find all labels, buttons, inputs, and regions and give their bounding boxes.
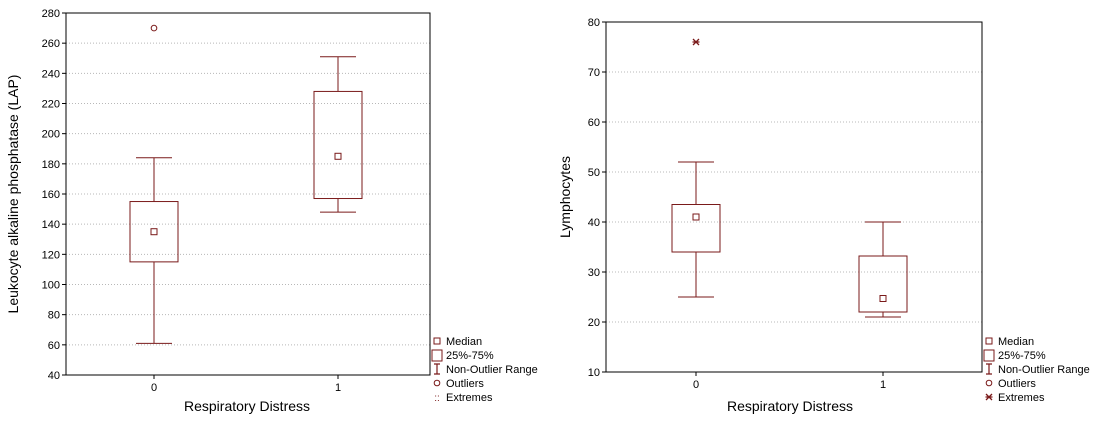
iqr-box	[313, 90, 363, 200]
legend-extreme-icon: ::	[434, 393, 440, 404]
y-tick-label: 120	[42, 249, 60, 261]
legend-label: Non-Outlier Range	[446, 364, 538, 376]
y-tick-label: 260	[42, 38, 60, 50]
y-tick-label: 50	[588, 167, 600, 179]
x-axis-title: Respiratory Distress	[727, 398, 853, 414]
plot-area	[606, 22, 982, 372]
legend-label: Non-Outlier Range	[998, 364, 1090, 376]
legend-box-icon	[983, 349, 995, 362]
y-tick-label: 140	[42, 219, 60, 231]
y-tick-label: 280	[42, 8, 60, 20]
y-tick-label: 40	[48, 370, 60, 382]
legend-extreme-icon	[985, 393, 993, 401]
legend-range-icon	[986, 363, 992, 375]
lymphocytes-chart: 10 20 30 40 50 60 70 80 0 1 Respiratory Distress Ly…	[557, 17, 1090, 414]
plot-frame	[605, 21, 983, 373]
x-tick-label: 1	[335, 382, 341, 394]
y-tick-label: 30	[588, 267, 600, 279]
y-tick-label: 70	[588, 67, 600, 79]
y-tick-label: 200	[42, 129, 60, 141]
legend-label: 25%-75%	[998, 350, 1046, 362]
x-tick-label: 0	[693, 379, 699, 391]
iqr-box	[129, 201, 179, 263]
iqr-box	[671, 204, 721, 253]
legend-label: Extremes	[998, 392, 1045, 404]
y-tick-label: 20	[588, 317, 600, 329]
x-tick-label: 0	[151, 382, 157, 394]
y-tick-label: 240	[42, 68, 60, 80]
median-marker	[879, 295, 887, 302]
y-tick-label: 100	[42, 280, 60, 292]
legend-label: Extremes	[446, 392, 493, 404]
extreme-point	[692, 38, 700, 46]
y-axis-title: Lymphocytes	[557, 156, 573, 238]
legend-median-icon	[433, 337, 441, 345]
plot-frame	[65, 12, 431, 376]
median-marker	[150, 228, 158, 236]
legend-median-icon	[985, 337, 993, 345]
x-axis-title: Respiratory Distress	[184, 398, 310, 414]
legend-label: Outliers	[998, 378, 1036, 390]
y-tick-label: 160	[42, 189, 60, 201]
legend-outlier-icon	[433, 379, 441, 387]
legend-box-icon	[431, 349, 443, 362]
y-tick-label: 10	[588, 367, 600, 379]
legend-label: Median	[446, 336, 482, 348]
lap-chart: 40 60 80 100 120 140 160 180 200 220 240 260 280 0 1 Re…	[5, 8, 538, 414]
y-tick-label: 40	[588, 217, 600, 229]
y-tick-label: 220	[42, 99, 60, 111]
y-tick-label: 80	[48, 310, 60, 322]
iqr-box	[858, 255, 908, 313]
legend-outlier-icon	[985, 379, 993, 387]
y-tick-label: 60	[48, 340, 60, 352]
outlier-point	[150, 24, 158, 32]
legend-label: 25%-75%	[446, 350, 494, 362]
x-tick-label: 1	[880, 379, 886, 391]
legend-label: Outliers	[446, 378, 484, 390]
legend-range-icon	[434, 363, 440, 375]
median-marker	[334, 152, 342, 160]
median-marker	[692, 213, 700, 221]
y-tick-label: 80	[588, 17, 600, 29]
legend-label: Median	[998, 336, 1034, 348]
y-tick-label: 180	[42, 159, 60, 171]
y-tick-label: 60	[588, 117, 600, 129]
y-axis-title: Leukocyte alkaline phosphatase (LAP)	[5, 75, 21, 314]
